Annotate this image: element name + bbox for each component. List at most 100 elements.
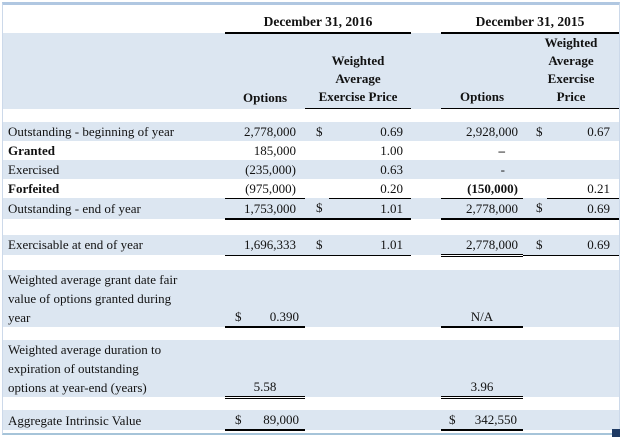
spacer-cell — [305, 270, 329, 327]
row-label-line: year — [8, 310, 31, 325]
row-label: Granted — [8, 142, 55, 158]
spacer-cell — [411, 159, 441, 179]
cell-value-2015: $ 342,550 — [441, 410, 523, 431]
row-label: Aggregate Intrinsic Value — [3, 410, 225, 430]
row-label: Weighted average grant date fair value o… — [3, 270, 225, 327]
cell-options-2016: 2,778,000 — [225, 121, 305, 141]
cell-price-2015 — [547, 141, 619, 160]
dollar-sign: $ — [305, 198, 329, 220]
spacer-cell — [411, 179, 441, 199]
gap-row — [3, 109, 619, 122]
header-line: Average — [548, 53, 594, 68]
table-row-grant-date-fair-value: Weighted average grant date fair value o… — [3, 270, 619, 328]
header-weighted-average-exercise-price-2016: Weighted Average Exercise Price — [305, 33, 411, 109]
cell-options-2015: 2,778,000 — [441, 234, 523, 257]
dollar-sign: $ — [305, 121, 329, 141]
spacer-cell — [329, 410, 411, 430]
dollar-sign: $ — [449, 412, 456, 427]
cell-options-2015: - — [441, 159, 523, 179]
cell-price-2015 — [547, 159, 619, 179]
cell-value-2016: $ 0.390 — [225, 270, 305, 328]
spacer-cell — [411, 410, 441, 430]
gap-row — [3, 327, 619, 340]
cell-price-2015: 0.69 — [547, 198, 619, 220]
header-weighted-average-exercise-price-2015: Weighted Average Exercise Price — [523, 33, 619, 109]
cell-value-2016: $ 89,000 — [225, 410, 305, 431]
cell-value-2016: 5.58 — [225, 340, 305, 399]
aggregate-value-2016: 89,000 — [263, 412, 299, 427]
gap-row — [3, 430, 619, 440]
row-label-line: expiration of outstanding — [8, 361, 139, 376]
table-row-column-headers: Options Weighted Average Exercise Price … — [3, 33, 619, 109]
table-row-outstanding-end: Outstanding - end of year 1,753,000 $ 1.… — [3, 198, 619, 220]
cell-price-2016: 0.20 — [329, 178, 411, 199]
spacer-cell — [547, 270, 619, 327]
table-row-year-headers: December 31, 2016 December 31, 2015 — [3, 5, 619, 34]
cell-options-2016: (235,000) — [225, 159, 305, 179]
spacer-cell — [305, 141, 329, 160]
gap-row — [3, 397, 619, 410]
header-options-2015: Options — [441, 33, 523, 109]
row-label-line: Weighted average grant date fair — [8, 272, 178, 287]
gap-row — [3, 219, 619, 235]
spacer-cell — [329, 270, 411, 327]
header-line: Exercise — [547, 71, 595, 86]
cell-options-2016: (975,000) — [225, 178, 305, 199]
dollar-sign: $ — [235, 412, 242, 427]
cell-options-2016: 1,753,000 — [225, 198, 305, 220]
spacer-cell — [329, 340, 411, 397]
table-row-outstanding-beginning: Outstanding - beginning of year 2,778,00… — [3, 121, 619, 141]
table-row-aggregate-intrinsic-value: Aggregate Intrinsic Value $ 89,000 $ 342… — [3, 410, 619, 431]
selection-corner-handle[interactable] — [612, 429, 620, 437]
cell-price-2015: 0.21 — [547, 178, 619, 199]
aggregate-value-2015: 342,550 — [474, 412, 517, 427]
dollar-sign: $ — [235, 309, 242, 324]
cell-price-2016: 1.00 — [380, 142, 403, 158]
spacer-cell — [411, 270, 441, 327]
spacer-cell — [411, 141, 441, 160]
header-line: Weighted — [331, 53, 385, 68]
spacer-cell — [547, 340, 619, 397]
header-line: Average — [335, 71, 381, 86]
header-line: Weighted — [544, 35, 598, 50]
spacer-cell — [411, 234, 441, 255]
table-row-exercisable: Exercisable at end of year 1,696,333 $ 1… — [3, 234, 619, 257]
cell-price-2016: 0.63 — [329, 159, 411, 179]
cell-options-2015: 2,928,000 — [441, 121, 523, 141]
spacer-cell — [305, 410, 329, 430]
row-label: Exercised — [3, 159, 225, 179]
gap-row — [3, 255, 619, 270]
stock-options-table: December 31, 2016 December 31, 2015 Opti… — [3, 5, 619, 440]
cell-price-2016: 1.01 — [329, 198, 411, 220]
spacer-cell — [523, 141, 547, 160]
table-row-duration: Weighted average duration to expiration … — [3, 340, 619, 399]
row-label: Weighted average duration to expiration … — [3, 340, 225, 397]
dollar-sign: $ — [523, 121, 547, 141]
cell-options-2015: – — [498, 142, 506, 158]
spacer-cell — [411, 340, 441, 397]
table-row-forfeited: Forfeited (975,000) 0.20 (150,000) 0.21 — [3, 178, 619, 199]
spacer-cell — [523, 340, 547, 397]
column-group-header-2016: December 31, 2016 — [225, 5, 411, 34]
table-row-granted: Granted 185,000 1.00 – — [3, 141, 619, 160]
header-line: Exercise Price — [318, 89, 398, 104]
cell-options-2015: (150,000) — [441, 178, 523, 199]
dollar-sign: $ — [523, 234, 547, 256]
column-group-header-2015: December 31, 2015 — [441, 5, 619, 34]
dollar-sign: $ — [305, 234, 329, 256]
row-label-line: options at year-end (years) — [8, 380, 147, 395]
cell-value-2015: 3.96 — [441, 340, 523, 399]
row-label: Exercisable at end of year — [3, 234, 225, 255]
cell-price-2015: 0.69 — [547, 234, 619, 256]
row-label: Outstanding - beginning of year — [3, 121, 225, 141]
spacer-cell — [523, 270, 547, 327]
spacer-cell — [547, 410, 619, 430]
table-row-exercised: Exercised (235,000) 0.63 - — [3, 159, 619, 179]
spacer-cell — [305, 159, 329, 179]
spacer-cell — [411, 5, 441, 33]
header-line: Price — [556, 89, 586, 104]
cell-options-2015: 2,778,000 — [441, 198, 523, 220]
row-label-line: Weighted average duration to — [8, 342, 162, 357]
cell-options-2016: 185,000 — [253, 142, 296, 158]
